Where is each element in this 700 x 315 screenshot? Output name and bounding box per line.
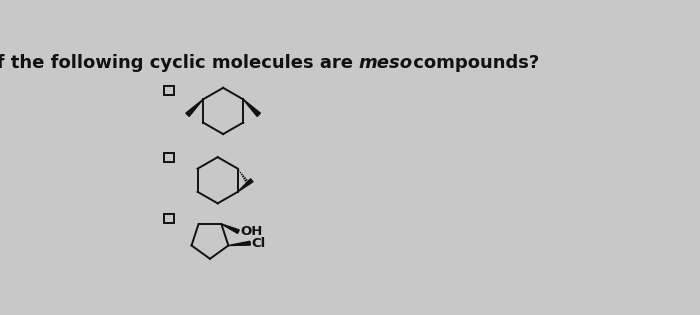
Text: Cl: Cl: [251, 237, 266, 250]
Text: compounds?: compounds?: [407, 54, 540, 72]
Polygon shape: [221, 224, 239, 233]
Text: Which of the following cyclic molecules are: Which of the following cyclic molecules …: [0, 54, 358, 72]
Bar: [164, 214, 174, 223]
Text: OH: OH: [240, 225, 262, 238]
Polygon shape: [238, 179, 253, 192]
Text: meso: meso: [358, 54, 413, 72]
Bar: [164, 152, 174, 162]
Polygon shape: [244, 100, 260, 117]
Polygon shape: [186, 100, 203, 117]
Polygon shape: [228, 241, 251, 245]
Bar: [164, 86, 174, 95]
